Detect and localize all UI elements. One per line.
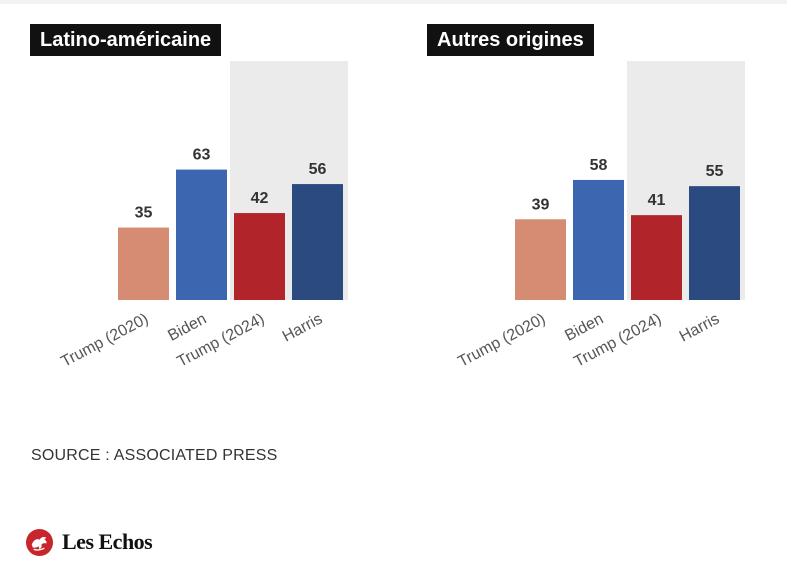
bar-value-label: 41 (648, 192, 666, 209)
bar-value-label: 58 (590, 157, 608, 174)
chart-title: Autres origines (427, 24, 594, 56)
bar-value-label: 56 (309, 161, 327, 178)
bar-biden (176, 169, 227, 300)
category-label: Harris (677, 311, 723, 346)
category-label: Harris (280, 311, 326, 346)
les-echos-logo[interactable]: Les Echos (25, 526, 153, 558)
bar-value-label: 39 (532, 196, 550, 213)
bar-trump-2020 (515, 219, 566, 300)
chart-panel-autres: Autres origines 39 Trump (2020) 58 Biden 41 T… (397, 0, 787, 420)
les-echos-rooster-icon (25, 528, 54, 556)
bar-value-label: 63 (193, 147, 211, 164)
top-divider (0, 0, 787, 4)
chart-title: Latino-américaine (30, 24, 222, 56)
source-note: SOURCE : ASSOCIATED PRESS (31, 447, 278, 464)
bar-biden (573, 179, 624, 300)
category-label: Trump (2020) (455, 311, 548, 371)
bar-value-label: 55 (706, 163, 724, 180)
bar-trump-2024 (631, 215, 682, 300)
category-label: Trump (2020) (58, 311, 151, 371)
bar-value-label: 42 (251, 190, 269, 207)
bar-value-label: 35 (135, 205, 153, 222)
bar-harris (689, 186, 740, 300)
bar-trump-2024 (234, 213, 285, 300)
logo-wordmark: Les Echos (62, 529, 153, 554)
chart-panel-latino: Latino-américaine 35 Trump (2020) 63 Biden 4… (0, 0, 393, 420)
bar-trump-2020 (118, 227, 169, 300)
bar-harris (292, 184, 343, 300)
